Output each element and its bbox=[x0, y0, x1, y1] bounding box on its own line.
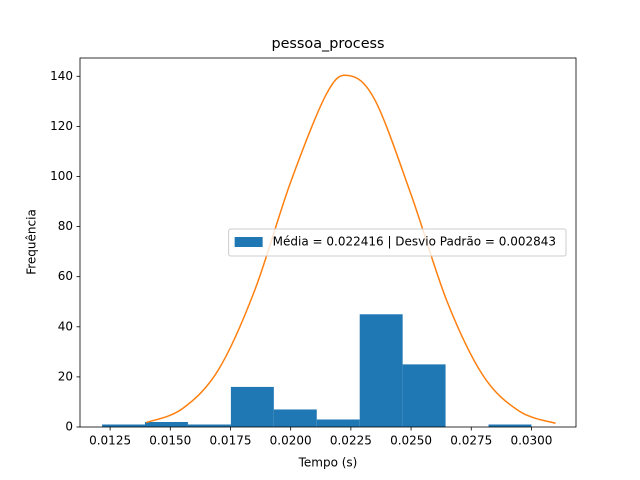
legend-frame bbox=[228, 228, 567, 257]
bar bbox=[316, 419, 360, 427]
y-tick-label: 60 bbox=[58, 269, 73, 283]
legend-label: Média = 0.022416 | Desvio Padrão = 0.002… bbox=[273, 235, 556, 249]
y-tick-label: 20 bbox=[58, 369, 73, 383]
bar bbox=[230, 386, 274, 427]
bar bbox=[402, 364, 446, 427]
y-tick-label: 100 bbox=[50, 169, 73, 183]
curve bbox=[145, 74, 556, 425]
plot-frame bbox=[79, 57, 577, 428]
bar bbox=[488, 424, 532, 427]
y-tick-label: 80 bbox=[58, 219, 73, 233]
y-tick-label: 120 bbox=[50, 119, 73, 133]
bar bbox=[359, 314, 403, 427]
chart-title: pessoa_process bbox=[271, 36, 384, 52]
y-axis-label: Frequência bbox=[25, 209, 39, 275]
bar bbox=[273, 409, 317, 427]
x-tick-label: 0.0225 bbox=[330, 434, 372, 448]
legend-swatch bbox=[234, 237, 263, 247]
y-tick-label: 0 bbox=[65, 420, 73, 434]
x-tick-label: 0.0250 bbox=[390, 434, 432, 448]
bar bbox=[187, 424, 231, 427]
x-tick-label: 0.0150 bbox=[149, 434, 191, 448]
bar bbox=[102, 424, 146, 427]
legend: Média = 0.022416 | Desvio Padrão = 0.002… bbox=[228, 228, 567, 257]
x-tick-label: 0.0175 bbox=[209, 434, 251, 448]
x-tick-label: 0.0125 bbox=[89, 434, 131, 448]
y-tick-label: 140 bbox=[50, 69, 73, 83]
x-tick-label: 0.0275 bbox=[450, 434, 492, 448]
x-tick-label: 0.0300 bbox=[510, 434, 552, 448]
x-axis-label: Tempo (s) bbox=[298, 456, 358, 470]
x-tick-label: 0.0200 bbox=[270, 434, 312, 448]
bar bbox=[145, 421, 188, 427]
y-tick-label: 40 bbox=[58, 319, 73, 333]
